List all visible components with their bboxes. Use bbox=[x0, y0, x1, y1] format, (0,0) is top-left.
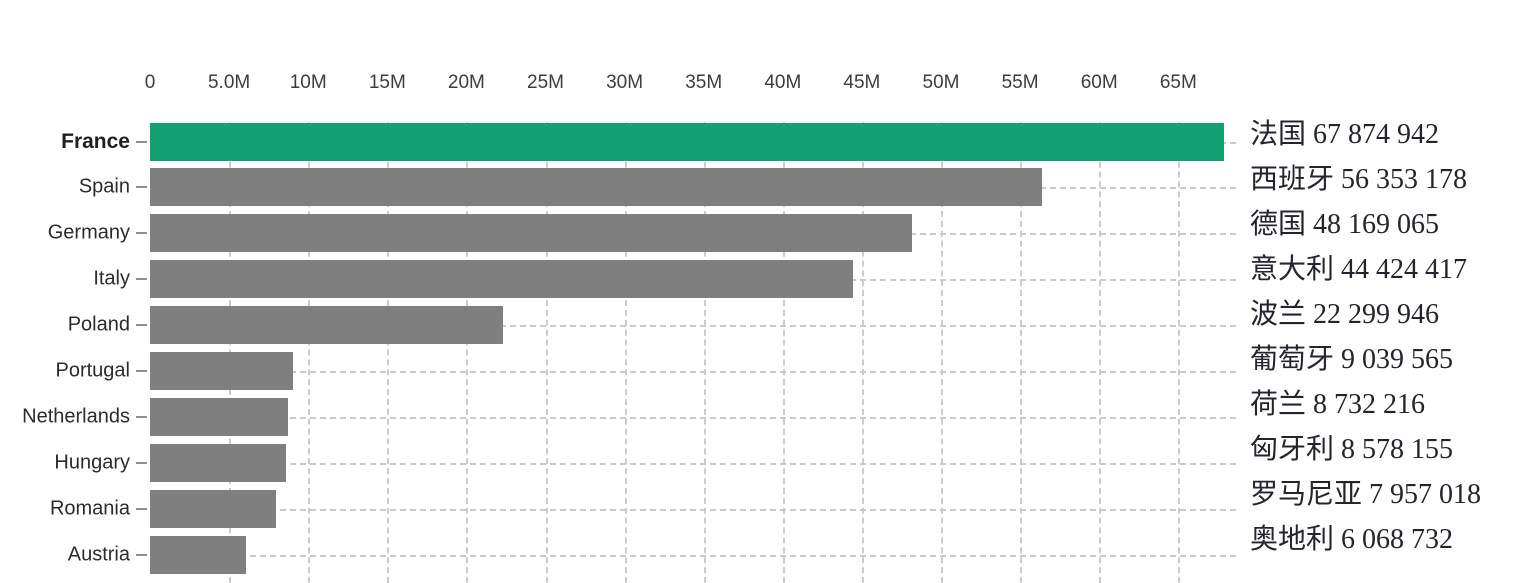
x-axis-tick-label: 25M bbox=[527, 72, 564, 93]
category-tick bbox=[136, 186, 147, 189]
horizontal-gridline bbox=[150, 416, 1236, 419]
vertical-gridline bbox=[703, 122, 706, 583]
vertical-gridline bbox=[941, 122, 943, 583]
bar-poland[interactable] bbox=[150, 306, 503, 345]
population-bar-chart: 0 5.0M 10M 15M 20M 25M 30M 35M 40M 45M 50M 55M 60M 65… bbox=[22, 72, 1236, 583]
x-axis-tick-label: 35M bbox=[685, 72, 723, 93]
x-axis-tick-label: 0 bbox=[144, 72, 156, 93]
vertical-gridline bbox=[1020, 122, 1023, 583]
bar-austria[interactable] bbox=[150, 535, 246, 574]
vertical-gridline bbox=[861, 122, 864, 583]
category-label-germany: Germany bbox=[47, 221, 130, 244]
x-axis-tick-label: 5.0M bbox=[207, 72, 251, 93]
legend-line-7: 荷兰 8 732 216 bbox=[1250, 389, 1426, 420]
category-label-france: France bbox=[61, 129, 130, 153]
category-label-poland: Poland bbox=[67, 313, 130, 336]
x-axis-tick-label: 45M bbox=[843, 72, 881, 93]
legend-line-1: 法国 67 874 942 bbox=[1250, 119, 1440, 150]
x-axis-tick-label: 20M bbox=[447, 72, 485, 93]
legend-line-10: 奥地利 6 068 732 bbox=[1250, 524, 1454, 555]
horizontal-gridline bbox=[150, 371, 1236, 373]
category-tick bbox=[136, 324, 147, 327]
vertical-gridline bbox=[1099, 122, 1102, 583]
x-axis-tick-label: 55M bbox=[1001, 72, 1039, 93]
x-axis-tick-label: 40M bbox=[764, 72, 802, 93]
horizontal-gridline bbox=[150, 554, 1236, 557]
bar-romania[interactable] bbox=[150, 489, 276, 528]
category-tick bbox=[136, 140, 147, 143]
vertical-gridline bbox=[782, 122, 785, 583]
category-tick bbox=[136, 278, 147, 281]
horizontal-gridline bbox=[150, 462, 1236, 465]
category-label-spain: Spain bbox=[78, 175, 130, 198]
bar-spain[interactable] bbox=[150, 168, 1042, 207]
vertical-gridline bbox=[387, 122, 390, 583]
category-tick bbox=[136, 553, 147, 556]
bar-france[interactable] bbox=[150, 122, 1224, 161]
legend-line-9: 罗马尼亚 7 957 018 bbox=[1250, 479, 1482, 510]
legend-line-6: 葡萄牙 9 039 565 bbox=[1250, 344, 1454, 375]
bar-netherlands[interactable] bbox=[150, 397, 289, 436]
category-label-romania: Romania bbox=[49, 497, 130, 520]
bar-germany[interactable] bbox=[150, 214, 913, 253]
legend-line-2: 西班牙 56 353 178 bbox=[1250, 164, 1468, 195]
bar-portugal[interactable] bbox=[150, 352, 293, 390]
category-tick bbox=[136, 370, 147, 372]
category-label-netherlands: Netherlands bbox=[22, 405, 130, 428]
vertical-gridline bbox=[545, 122, 548, 583]
horizontal-gridline bbox=[150, 508, 1236, 511]
vertical-gridline bbox=[1178, 122, 1181, 583]
vertical-gridline bbox=[308, 122, 311, 583]
category-label-austria: Austria bbox=[67, 543, 130, 566]
x-axis-tick-label: 65M bbox=[1159, 72, 1197, 93]
category-tick bbox=[136, 232, 147, 235]
x-axis-tick-label: 50M bbox=[922, 72, 960, 93]
category-label-hungary: Hungary bbox=[54, 451, 130, 474]
x-axis-tick-label: 10M bbox=[289, 72, 327, 93]
category-tick bbox=[136, 507, 147, 510]
vertical-gridline bbox=[466, 122, 469, 583]
bar-italy[interactable] bbox=[150, 260, 853, 299]
x-axis-tick-label: 15M bbox=[368, 72, 406, 93]
legend-line-8: 匈牙利 8 578 155 bbox=[1250, 434, 1454, 465]
vertical-gridline bbox=[624, 122, 627, 583]
category-tick bbox=[136, 415, 147, 418]
legend-line-3: 德国 48 169 065 bbox=[1250, 209, 1440, 240]
x-axis-tick-label: 60M bbox=[1080, 72, 1118, 93]
category-label-italy: Italy bbox=[93, 267, 130, 290]
plot-area bbox=[150, 122, 1236, 583]
category-label-portugal: Portugal bbox=[55, 359, 131, 382]
bar-hungary[interactable] bbox=[150, 443, 286, 482]
legend-line-5: 波兰 22 299 946 bbox=[1250, 299, 1440, 330]
category-tick bbox=[136, 461, 147, 464]
legend-line-4: 意大利 44 424 417 bbox=[1250, 254, 1468, 285]
x-axis-tick-label: 30M bbox=[606, 72, 644, 93]
horizontal-gridline bbox=[150, 325, 1236, 328]
population-legend-text: 法国 67 874 942 西班牙 56 353 178 德国 48 169 065… bbox=[1250, 112, 1481, 562]
